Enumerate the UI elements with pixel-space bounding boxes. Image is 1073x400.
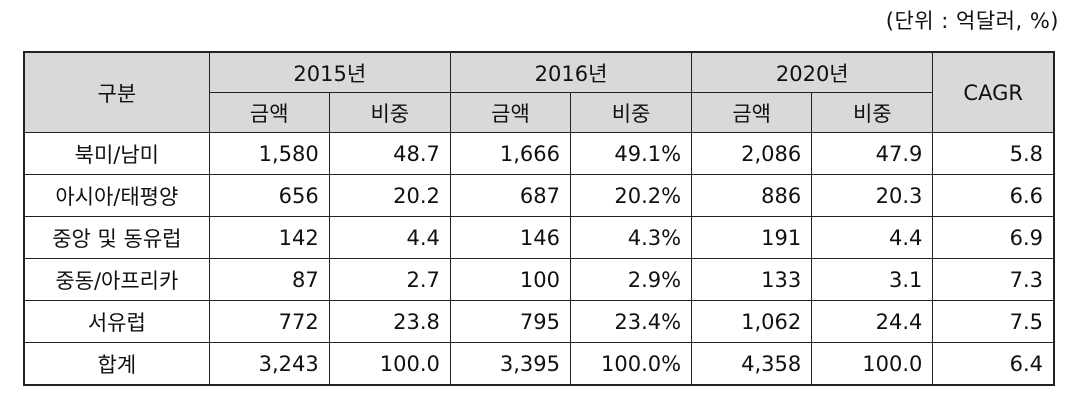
amount-2016: 795 [449,300,572,343]
share-2015: 2.7 [328,258,451,301]
share-2015: 20.2 [328,174,451,217]
row-label: 아시아/태평양 [23,174,210,217]
share-2020: 100.0 [811,342,934,386]
amount-2016: 3,395 [449,342,572,386]
share-2016: 100.0% [569,342,693,386]
amount-2016: 1,666 [449,132,572,175]
header-row-years: 구분 2015년 2016년 2020년 CAGR [23,51,1055,133]
header-share: 비중 [328,92,451,133]
table-row: 서유럽 772 23.8 795 23.4% 1,062 24.4 7.5 [23,300,1055,343]
table-row: 아시아/태평양 656 20.2 687 20.2% 886 20.3 6.6 [23,174,1055,217]
header-category: 구분 [23,51,210,133]
amount-2020: 1,062 [691,300,813,343]
amount-2015: 87 [208,258,330,301]
amount-2020: 2,086 [691,132,813,175]
table-row: 북미/남미 1,580 48.7 1,666 49.1% 2,086 47.9 5.8 [23,132,1055,175]
share-2020: 3.1 [811,258,934,301]
share-2016: 23.4% [569,300,693,343]
header-amount: 금액 [449,92,572,133]
share-2016: 4.3% [569,216,693,259]
header-amount: 금액 [691,92,813,133]
cagr-value: 5.8 [932,132,1055,175]
header-year-2016: 2016년 [449,51,693,93]
cagr-value: 6.9 [932,216,1055,259]
row-label: 합계 [23,342,210,386]
amount-2020: 4,358 [691,342,813,386]
share-2016: 2.9% [569,258,693,301]
row-label: 서유럽 [23,300,210,343]
share-2020: 4.4 [811,216,934,259]
header-share: 비중 [811,92,934,133]
amount-2015: 3,243 [208,342,330,386]
amount-2015: 656 [208,174,330,217]
row-label: 북미/남미 [23,132,210,175]
share-2015: 100.0 [328,342,451,386]
cagr-value: 6.4 [932,342,1055,386]
header-cagr: CAGR [932,51,1055,133]
header-year-2020: 2020년 [691,51,934,93]
header-row-subcolumns: 금액 비중 금액 비중 금액 비중 [24,92,1054,133]
unit-note: (단위 : 억달러, %) [885,9,1059,33]
cagr-value: 6.6 [932,174,1055,217]
amount-2016: 687 [449,174,572,217]
share-2016: 49.1% [569,132,693,175]
table-row: 합계 3,243 100.0 3,395 100.0% 4,358 100.0 6.4 [23,342,1055,386]
header-year-2015: 2015년 [208,51,451,93]
share-2016: 20.2% [569,174,693,217]
share-2020: 47.9 [811,132,934,175]
row-label: 중동/아프리카 [23,258,210,301]
table-row: 중앙 및 동유럽 142 4.4 146 4.3% 191 4.4 6.9 [23,216,1055,259]
amount-2020: 886 [691,174,813,217]
share-2015: 23.8 [328,300,451,343]
header-amount: 금액 [208,92,330,133]
row-label: 중앙 및 동유럽 [23,216,210,259]
cagr-value: 7.5 [932,300,1055,343]
table-row: 중동/아프리카 87 2.7 100 2.9% 133 3.1 7.3 [23,258,1055,301]
share-2020: 20.3 [811,174,934,217]
amount-2015: 1,580 [208,132,330,175]
header-share: 비중 [569,92,693,133]
amount-2015: 142 [208,216,330,259]
share-2020: 24.4 [811,300,934,343]
cagr-value: 7.3 [932,258,1055,301]
share-2015: 4.4 [328,216,451,259]
amount-2016: 146 [449,216,572,259]
amount-2020: 191 [691,216,813,259]
amount-2020: 133 [691,258,813,301]
amount-2015: 772 [208,300,330,343]
share-2015: 48.7 [328,132,451,175]
market-table: 구분 2015년 2016년 2020년 CAGR 금액 비중 금액 비중 금액… [23,51,1055,386]
amount-2016: 100 [449,258,572,301]
